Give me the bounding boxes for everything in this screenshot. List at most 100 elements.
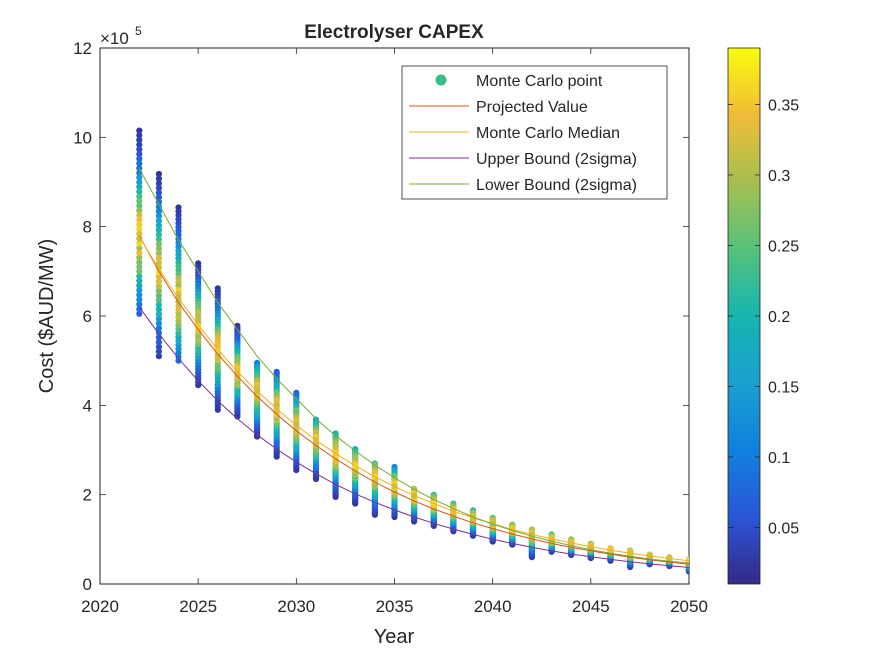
- y-tick-label: 12: [73, 39, 92, 58]
- series-line-upper-bound-2sigma: [138, 306, 689, 568]
- monte-carlo-point: [136, 240, 143, 247]
- monte-carlo-point: [136, 301, 143, 308]
- monte-carlo-point: [155, 184, 162, 192]
- monte-carlo-point: [155, 287, 162, 294]
- legend-marker-icon: [435, 74, 447, 86]
- y-tick-label: 8: [83, 218, 92, 237]
- monte-carlo-point: [136, 174, 143, 181]
- series-line-projected-value: [138, 235, 689, 565]
- colorbar-tick-label: 0.1: [768, 450, 790, 467]
- x-axis-ticks: 2020 2025 2030 2035 2040 2045 2050: [81, 48, 708, 616]
- monte-carlo-point: [136, 259, 143, 266]
- legend-entry: Upper Bound (2sigma): [409, 151, 637, 168]
- legend: Monte Carlo point Projected Value Monte Ca…: [401, 65, 668, 200]
- monte-carlo-point: [155, 241, 162, 248]
- monte-carlo-point: [155, 170, 162, 178]
- monte-carlo-point: [155, 250, 162, 257]
- monte-carlo-point: [155, 343, 162, 350]
- monte-carlo-point: [136, 183, 143, 191]
- legend-label: Monte Carlo point: [476, 73, 603, 90]
- monte-carlo-point: [136, 277, 143, 284]
- colorbar-tick-label: 0.15: [768, 380, 799, 397]
- monte-carlo-point: [155, 255, 162, 262]
- monte-carlo-point: [155, 175, 162, 182]
- legend-entry: Projected Value: [409, 99, 588, 116]
- legend-label: Monte Carlo Median: [476, 125, 620, 142]
- y-exponent-label: ×10: [100, 29, 129, 48]
- monte-carlo-point: [136, 198, 143, 205]
- x-tick-label: 2045: [572, 597, 610, 616]
- monte-carlo-point: [136, 207, 143, 214]
- monte-carlo-point: [136, 254, 143, 261]
- monte-carlo-point: [155, 226, 162, 234]
- monte-carlo-point: [136, 273, 143, 280]
- monte-carlo-point: [155, 245, 162, 252]
- monte-carlo-point: [155, 311, 162, 318]
- monte-carlo-point: [155, 180, 162, 187]
- monte-carlo-point: [136, 221, 143, 228]
- monte-carlo-point: [155, 273, 162, 280]
- x-tick-label: 2025: [179, 597, 217, 616]
- monte-carlo-point: [136, 155, 143, 162]
- monte-carlo-point: [155, 283, 162, 290]
- series-line-monte-carlo-median: [138, 236, 689, 562]
- monte-carlo-point: [155, 301, 162, 308]
- monte-carlo-point: [155, 320, 162, 327]
- monte-carlo-point: [136, 249, 143, 256]
- monte-carlo-point: [136, 306, 143, 313]
- monte-carlo-point: [136, 216, 143, 223]
- legend-entry: Lower Bound (2sigma): [409, 177, 637, 194]
- monte-carlo-point: [136, 132, 143, 139]
- monte-carlo-point: [136, 296, 143, 303]
- x-tick-label: 2030: [277, 597, 315, 616]
- monte-carlo-point: [155, 339, 162, 346]
- colorbar: 0.05 0.1 0.15 0.2 0.25 0.3 0.35: [727, 47, 799, 585]
- monte-carlo-point: [155, 292, 162, 299]
- legend-label: Lower Bound (2sigma): [476, 177, 637, 194]
- monte-carlo-point: [136, 188, 143, 195]
- monte-carlo-point: [136, 193, 143, 200]
- monte-carlo-point: [155, 203, 162, 210]
- monte-carlo-point: [136, 291, 143, 299]
- monte-carlo-point: [136, 160, 143, 167]
- y-axis-ticks: 0 2 4 6 8 10 12: [73, 39, 689, 594]
- monte-carlo-point: [136, 202, 143, 209]
- monte-carlo-point: [136, 287, 143, 294]
- x-tick-label: 2035: [376, 597, 414, 616]
- colorbar-tick-label: 0.3: [768, 168, 790, 185]
- monte-carlo-point: [155, 194, 162, 201]
- monte-carlo-point: [155, 189, 162, 196]
- monte-carlo-point: [155, 208, 162, 215]
- legend-entry: Monte Carlo point: [435, 73, 603, 90]
- colorbar-tick-label: 0.25: [768, 238, 799, 255]
- series-lines: [138, 168, 689, 568]
- monte-carlo-point: [136, 235, 143, 242]
- x-tick-label: 2050: [670, 597, 708, 616]
- x-axis-label: Year: [374, 626, 415, 648]
- monte-carlo-point: [136, 179, 143, 186]
- monte-carlo-point: [136, 212, 143, 219]
- monte-carlo-point: [155, 297, 162, 304]
- monte-carlo-point: [155, 348, 162, 355]
- legend-label: Projected Value: [476, 99, 588, 116]
- series-line-lower-bound-2sigma: [138, 168, 689, 564]
- y-exponent-power: 5: [135, 24, 142, 38]
- y-tick-label: 4: [83, 396, 92, 415]
- monte-carlo-point: [136, 282, 143, 289]
- monte-carlo-point: [136, 226, 143, 233]
- monte-carlo-point: [136, 127, 143, 134]
- monte-carlo-point: [136, 165, 143, 172]
- colorbar-tick-label: 0.2: [768, 309, 790, 326]
- monte-carlo-point: [155, 306, 162, 313]
- monte-carlo-point: [136, 136, 143, 144]
- y-tick-label: 2: [83, 486, 92, 505]
- chart-title: Electrolyser CAPEX: [304, 22, 484, 43]
- monte-carlo-point: [155, 222, 162, 229]
- monte-carlo-point: [155, 231, 162, 238]
- monte-carlo-point: [155, 259, 162, 266]
- legend-entry: Monte Carlo Median: [409, 125, 620, 142]
- y-tick-label: 0: [83, 575, 92, 594]
- monte-carlo-point: [136, 146, 143, 153]
- colorbar-tick-label: 0.05: [768, 521, 799, 538]
